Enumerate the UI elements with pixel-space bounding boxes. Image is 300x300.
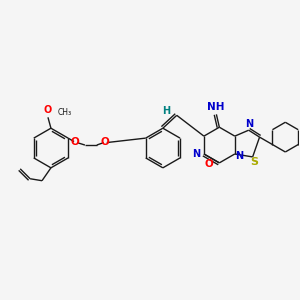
Text: O: O <box>44 105 52 115</box>
Text: N: N <box>192 149 200 159</box>
Text: O: O <box>100 137 109 147</box>
Text: O: O <box>70 137 80 147</box>
Text: N: N <box>246 119 254 129</box>
Text: S: S <box>250 157 259 167</box>
Text: CH₃: CH₃ <box>58 108 72 117</box>
Text: N: N <box>235 151 243 161</box>
Text: O: O <box>204 159 213 169</box>
Text: NH: NH <box>207 102 224 112</box>
Text: H: H <box>162 106 170 116</box>
